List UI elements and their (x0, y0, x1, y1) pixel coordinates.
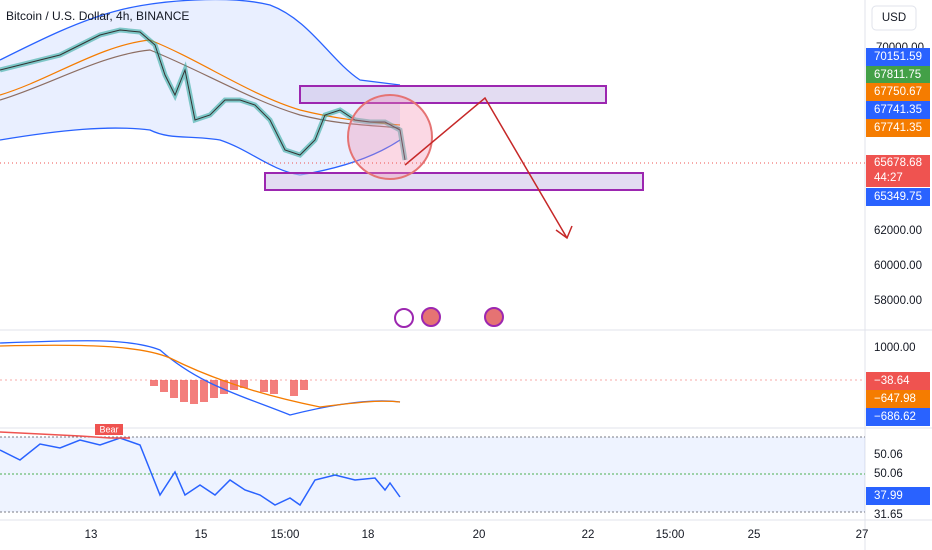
price-tag (866, 487, 930, 505)
price-tag-label: 67741.35 (874, 122, 922, 134)
axis-tick-label: 31.65 (874, 509, 903, 521)
event-icon[interactable] (484, 307, 504, 327)
axis-tick-label: 50.06 (874, 468, 903, 480)
time-tick-label: 15:00 (656, 529, 685, 541)
price-tag (866, 101, 930, 119)
time-tick-label: 22 (582, 529, 595, 541)
price-tag-label: 44:27 (874, 172, 903, 184)
price-tag-label: 70151.59 (874, 51, 922, 63)
price-tag-label: −686.62 (874, 411, 916, 423)
support-zone (264, 172, 644, 191)
price-tag-label: 65678.68 (874, 157, 922, 169)
macd-line (0, 340, 401, 416)
time-tick-label: 18 (362, 529, 375, 541)
price-tag-label: 67741.35 (874, 104, 922, 116)
highlight-circle (347, 94, 433, 180)
price-tag (866, 372, 930, 390)
currency-button[interactable] (871, 5, 917, 31)
rsi-ma (0, 431, 130, 439)
axis-tick-label: 58000.00 (874, 295, 922, 307)
price-tag-label: −38.64 (874, 375, 910, 387)
price-tag-label: 67811.75 (874, 69, 921, 81)
symbol-title: Bitcoin / U.S. Dollar, 4h, BINANCE (6, 9, 189, 23)
time-tick-label: 15 (195, 529, 208, 541)
time-tick-label: 13 (85, 529, 98, 541)
currency-label: USD (882, 12, 906, 24)
signal-badge (95, 424, 123, 435)
time-tick-label: 25 (748, 529, 761, 541)
moving-average (0, 39, 401, 126)
price-tag-label: 37.99 (874, 490, 903, 502)
time-tick-label: 15:00 (271, 529, 300, 541)
time-tick-label: 20 (473, 529, 486, 541)
price-tag (866, 66, 930, 84)
arrow-head (555, 225, 573, 240)
price-tag (866, 119, 930, 137)
event-icon[interactable] (394, 308, 414, 328)
price-tag (866, 83, 930, 101)
axis-tick-label: 60000.00 (874, 260, 922, 272)
event-icon[interactable] (421, 307, 441, 327)
signal-line (0, 344, 401, 408)
resistance-zone (299, 85, 607, 104)
price-tag (866, 48, 930, 66)
price-tag (866, 390, 930, 408)
moving-average (0, 49, 401, 129)
axis-tick-label: 62000.00 (874, 225, 922, 237)
price-tag (866, 188, 930, 206)
macd-histogram (150, 380, 308, 404)
bollinger-band (0, 0, 400, 175)
price-tag (866, 155, 930, 187)
price-tag (866, 408, 930, 426)
axis-tick-label: 1000.00 (874, 342, 916, 354)
axis-tick-label: 50.06 (874, 449, 903, 461)
bollinger-lower (0, 127, 401, 176)
rsi-line (0, 437, 401, 507)
bollinger-upper (0, 0, 401, 86)
price-tag-label: −647.98 (874, 393, 916, 405)
time-tick-label: 27 (856, 529, 869, 541)
price-tag-label: 65349.75 (874, 191, 922, 203)
signal-badge-label: Bear (99, 424, 118, 434)
price-wicks (0, 29, 406, 161)
projection-arrow (404, 96, 568, 239)
price-tag-label: 67750.67 (874, 86, 922, 98)
